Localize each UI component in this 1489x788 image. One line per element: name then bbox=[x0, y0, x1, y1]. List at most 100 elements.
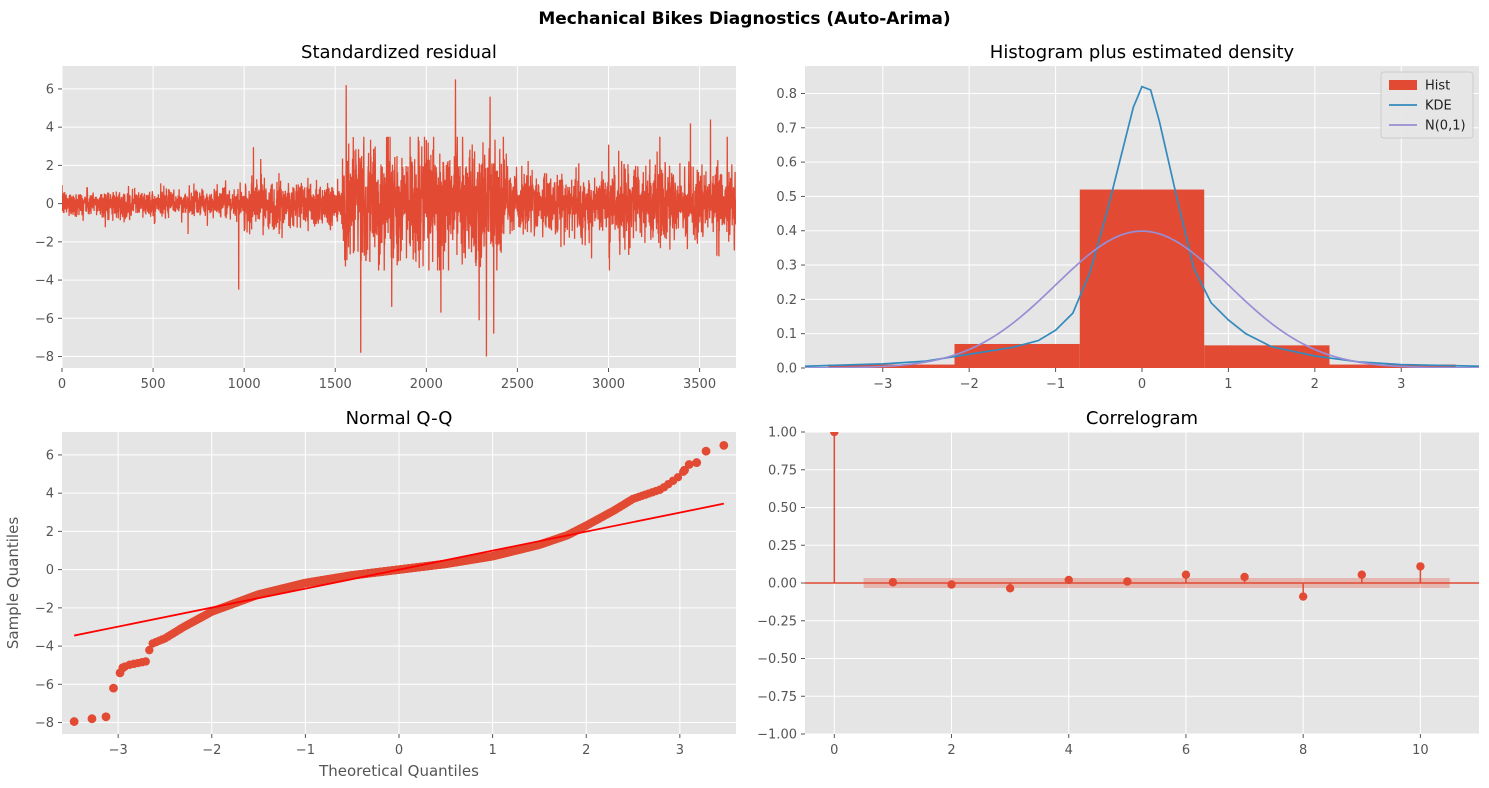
x-tick-label: 1 bbox=[1224, 377, 1232, 392]
qq-point bbox=[69, 717, 79, 726]
x-tick-label: 10 bbox=[1412, 743, 1429, 758]
qq-point bbox=[680, 466, 689, 475]
hist-bar bbox=[1079, 189, 1205, 368]
hist-panel: −3 −2 −1 0 1 2 3 0.0 0.1 0.2 0.3 0.4 0.5 0.6 0.7 0.8 His… bbox=[776, 42, 1479, 392]
acf-point bbox=[1298, 592, 1308, 601]
qq-reference-line bbox=[73, 502, 725, 637]
panels: 0 500 1000 1500 2000 2500 3000 3500−8−6−4−20246… bbox=[4, 42, 1479, 780]
qq-panel: −3 −2 −1 0 1 2 3 −8 −6 −4 −2 0 2 4 6 Normal Q-Q Theoreti… bbox=[4, 408, 736, 780]
x-tick-label: 500 bbox=[141, 377, 166, 392]
acf-point bbox=[1416, 562, 1425, 571]
qq-point bbox=[109, 683, 118, 693]
y-tick-label: −8 bbox=[35, 350, 54, 365]
x-tick-label: 1000 bbox=[228, 377, 261, 392]
y-tick-label: 0.0 bbox=[776, 362, 797, 377]
y-tick-label: −4 bbox=[35, 274, 54, 289]
acf-point bbox=[1123, 577, 1132, 586]
acf-point bbox=[830, 432, 839, 437]
y-tick-label: 0 bbox=[46, 197, 54, 212]
x-tick-label: 3 bbox=[676, 743, 684, 758]
legend-hist-swatch bbox=[1389, 80, 1417, 90]
x-tick-label: −3 bbox=[873, 377, 892, 392]
qq-point bbox=[145, 645, 154, 655]
y-tick-label: −0.50 bbox=[757, 652, 797, 667]
y-tick-label: 0.4 bbox=[776, 224, 797, 239]
x-tick-label: 2 bbox=[1311, 377, 1319, 392]
qq-point bbox=[684, 460, 694, 469]
qq-xlabel: Theoretical Quantiles bbox=[318, 762, 479, 780]
y-tick-label: 2 bbox=[46, 525, 54, 540]
y-tick-label: −4 bbox=[35, 640, 54, 655]
y-tick-label: −1.00 bbox=[757, 728, 797, 743]
resid-title: Standardized residual bbox=[301, 42, 497, 63]
y-tick-label: 0.7 bbox=[776, 121, 797, 136]
legend-entry-label: Hist bbox=[1425, 79, 1450, 94]
acf-point bbox=[1064, 575, 1073, 585]
qq-point bbox=[141, 657, 150, 666]
y-tick-label: 0.1 bbox=[776, 327, 797, 342]
y-tick-label: −8 bbox=[35, 716, 54, 731]
y-tick-label: 0.00 bbox=[768, 577, 797, 592]
hist-bar bbox=[954, 343, 1080, 368]
acf-point bbox=[1181, 570, 1191, 579]
qq-point bbox=[692, 458, 702, 467]
qq-points bbox=[69, 440, 729, 726]
x-tick-label: 1 bbox=[488, 743, 496, 758]
y-tick-label: 4 bbox=[46, 487, 54, 502]
x-tick-label: −3 bbox=[109, 743, 128, 758]
x-tick-label: 3500 bbox=[683, 377, 716, 392]
x-tick-label: −2 bbox=[960, 377, 979, 392]
resid-marks bbox=[62, 79, 736, 357]
y-tick-label: −6 bbox=[35, 678, 54, 693]
legend-entry-label: N(0,1) bbox=[1425, 119, 1466, 134]
x-tick-label: 2000 bbox=[410, 377, 443, 392]
hist-title: Histogram plus estimated density bbox=[990, 42, 1295, 63]
x-tick-label: −1 bbox=[296, 743, 315, 758]
x-tick-label: 0 bbox=[830, 743, 838, 758]
y-tick-label: 0.6 bbox=[776, 156, 797, 171]
y-tick-label: −0.25 bbox=[757, 614, 797, 629]
y-tick-label: 0 bbox=[46, 563, 54, 578]
y-tick-label: 0.50 bbox=[768, 501, 797, 516]
acf-point bbox=[1240, 572, 1249, 582]
acf-point bbox=[947, 580, 956, 589]
acf-point bbox=[1357, 570, 1366, 579]
qq-point bbox=[115, 668, 125, 678]
qq-point bbox=[701, 446, 711, 456]
legend-entry-label: KDE bbox=[1425, 99, 1452, 114]
x-tick-label: 0 bbox=[395, 743, 403, 758]
qq-point bbox=[87, 714, 97, 724]
acf-marks bbox=[805, 432, 1479, 601]
x-tick-label: 2 bbox=[947, 743, 955, 758]
y-tick-label: 4 bbox=[46, 121, 54, 136]
y-tick-label: 6 bbox=[46, 82, 54, 97]
y-tick-label: 0.8 bbox=[776, 87, 797, 102]
x-tick-label: 3 bbox=[1397, 377, 1405, 392]
y-tick-label: −2 bbox=[35, 601, 54, 616]
x-tick-label: 8 bbox=[1299, 743, 1307, 758]
x-tick-label: −2 bbox=[202, 743, 221, 758]
qq-point bbox=[101, 712, 111, 722]
x-tick-label: 4 bbox=[1065, 743, 1073, 758]
y-tick-label: 2 bbox=[46, 159, 54, 174]
acf-title: Correlogram bbox=[1086, 408, 1198, 429]
y-tick-label: 0.5 bbox=[776, 190, 797, 205]
qq-ylabel: Sample Quantiles bbox=[4, 517, 22, 649]
x-tick-label: 3000 bbox=[592, 377, 625, 392]
y-tick-label: −6 bbox=[35, 312, 54, 327]
y-tick-label: 1.00 bbox=[768, 426, 797, 441]
y-tick-label: −0.75 bbox=[757, 690, 797, 705]
qq-point bbox=[719, 440, 729, 450]
hist-marks bbox=[805, 85, 1479, 368]
resid-grid bbox=[61, 66, 736, 368]
figure-title: Mechanical Bikes Diagnostics (Auto-Arima… bbox=[538, 9, 950, 29]
x-tick-label: 0 bbox=[58, 377, 66, 392]
x-tick-label: 6 bbox=[1182, 743, 1190, 758]
normal-density-line bbox=[805, 230, 1479, 368]
kde-line bbox=[805, 85, 1479, 368]
hist-legend: Hist KDE N(0,1) bbox=[1380, 71, 1474, 139]
y-tick-label: 0.25 bbox=[768, 539, 797, 554]
qq-title: Normal Q-Q bbox=[346, 408, 453, 429]
x-tick-label: 1500 bbox=[319, 377, 352, 392]
x-tick-label: 0 bbox=[1138, 377, 1146, 392]
